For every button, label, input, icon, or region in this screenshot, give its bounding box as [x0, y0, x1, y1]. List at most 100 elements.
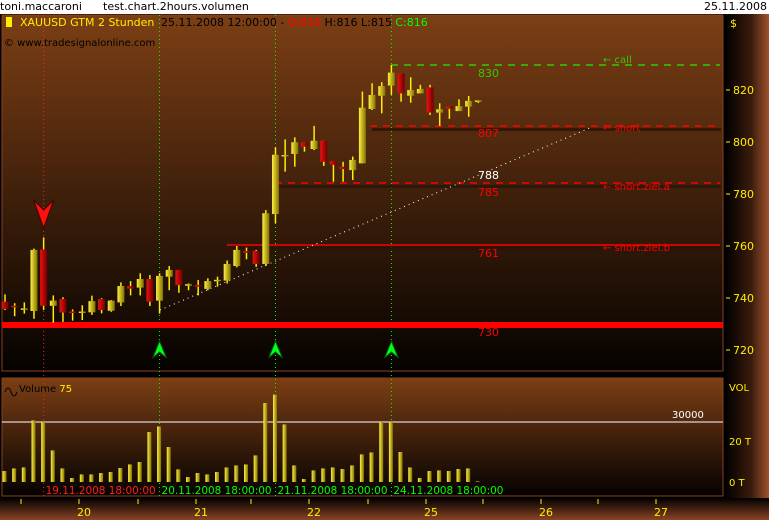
candle — [59, 297, 67, 322]
indicator-icon — [4, 387, 18, 397]
candle-body — [465, 100, 473, 107]
level-extra-value: 788 — [478, 169, 499, 182]
candle — [214, 276, 222, 287]
buy-arrow-icon — [268, 339, 283, 359]
candle — [1, 294, 9, 310]
candle — [387, 65, 395, 95]
volume-bar — [157, 426, 162, 482]
level-value: 830 — [478, 67, 499, 80]
candle-body — [185, 284, 193, 286]
volume-bar — [330, 467, 335, 482]
date-tick-label: 22 — [307, 506, 321, 519]
volume-bar — [244, 464, 248, 482]
candle-body — [40, 249, 48, 306]
candle — [204, 278, 212, 291]
candle-body — [156, 275, 164, 301]
candle — [156, 273, 164, 314]
candle — [465, 95, 473, 117]
volume-bar — [446, 471, 451, 482]
level-shadow — [372, 128, 721, 131]
trend-line[interactable] — [159, 126, 593, 311]
level-label: ← short.ziel.b — [603, 243, 670, 254]
level-shadow — [229, 247, 721, 250]
candle — [455, 99, 463, 112]
candle-body — [387, 72, 395, 86]
candle-body — [107, 300, 115, 311]
candle-body — [194, 285, 202, 287]
volume-bar — [31, 420, 36, 482]
candle-body — [88, 301, 96, 313]
candle-body — [214, 279, 222, 282]
candle — [69, 309, 77, 321]
candle — [320, 140, 328, 166]
candle — [368, 83, 376, 111]
level-value: 730 — [478, 326, 499, 339]
candle-body — [117, 286, 125, 303]
price-panel[interactable] — [1, 14, 724, 372]
candle — [20, 302, 28, 314]
candle-body — [358, 107, 366, 164]
time-marker-label: 19.11.2008 18:00:00 — [46, 484, 156, 497]
volume-axis-label: VOL — [729, 383, 750, 394]
volume-bar — [79, 474, 84, 482]
volume-bar — [108, 472, 113, 482]
level-value: 785 — [478, 186, 499, 199]
candle-body — [20, 308, 28, 310]
volume-bar — [128, 464, 133, 482]
volume-bar — [272, 394, 277, 482]
candle-body — [349, 159, 357, 171]
candle-body — [69, 311, 77, 314]
candle — [194, 280, 202, 296]
candle — [262, 210, 270, 267]
date-tick-label: 27 — [654, 506, 668, 519]
support-line — [2, 322, 723, 328]
quote-hl: H:816 L:815 — [325, 16, 392, 29]
level-label: ← call — [603, 55, 632, 66]
candle — [329, 160, 337, 182]
candle — [474, 100, 482, 103]
candle-body — [78, 311, 86, 314]
candle — [117, 282, 125, 307]
volume-bar — [99, 473, 104, 482]
candle-body — [407, 90, 415, 96]
candle-body — [175, 269, 183, 285]
price-tick-label: 760 — [733, 240, 754, 253]
time-axis[interactable] — [0, 498, 769, 520]
level-value: 761 — [478, 247, 499, 260]
volume-title: Volume 75 — [19, 384, 72, 395]
price-tick-label: 720 — [733, 344, 754, 357]
candle — [339, 161, 347, 182]
candle — [416, 84, 424, 94]
candle-body — [252, 250, 260, 264]
volume-bar — [118, 468, 123, 482]
candle — [243, 247, 250, 260]
currency-label: $ — [730, 17, 737, 30]
volume-bar — [321, 468, 326, 482]
volume-bar — [475, 481, 480, 482]
candle-body — [127, 286, 135, 289]
candle-body — [59, 299, 67, 313]
volume-name: Volume — [19, 384, 56, 395]
candle-body — [426, 87, 434, 113]
volume-bar — [466, 468, 471, 482]
volume-bar — [379, 422, 384, 482]
candle — [233, 246, 241, 268]
candle-body — [281, 155, 289, 157]
candle — [30, 248, 38, 319]
price-axis[interactable] — [725, 14, 769, 498]
date-tick-label: 25 — [424, 506, 438, 519]
candle-body — [146, 279, 154, 302]
chart-canvas[interactable]: 830 ← call 807 ← short 785 788 ← short.ziel.a 7… — [0, 14, 769, 520]
volume-bar — [456, 469, 461, 482]
volume-bar — [301, 479, 306, 482]
candle — [223, 260, 231, 284]
candle — [310, 125, 318, 151]
candle — [300, 142, 308, 152]
volume-bar — [50, 450, 55, 482]
candle-body — [262, 213, 270, 264]
candle-body — [291, 142, 299, 154]
volume-bar — [350, 465, 355, 482]
candle — [445, 106, 453, 119]
price-tick-label: 740 — [733, 292, 754, 305]
volume-bar — [388, 422, 393, 482]
